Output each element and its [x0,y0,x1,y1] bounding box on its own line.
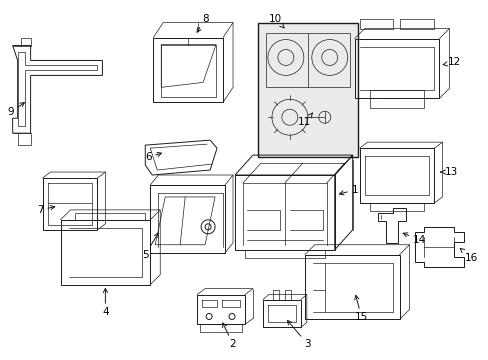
Text: 8: 8 [197,14,208,32]
Text: 9: 9 [7,103,24,117]
Text: 11: 11 [298,113,312,127]
Text: 6: 6 [144,152,161,162]
Text: 13: 13 [440,167,457,177]
Text: 14: 14 [402,233,425,245]
Bar [258,23,357,157]
Text: 16: 16 [459,248,477,263]
Text: 10: 10 [268,14,284,28]
Text: 1: 1 [339,185,357,195]
Text: 15: 15 [354,295,367,323]
Text: 7: 7 [37,205,55,215]
Text: 12: 12 [442,58,460,67]
Text: 4: 4 [102,288,108,318]
Text: 3: 3 [287,320,310,349]
Text: 2: 2 [222,323,236,349]
Text: 5: 5 [142,233,158,260]
